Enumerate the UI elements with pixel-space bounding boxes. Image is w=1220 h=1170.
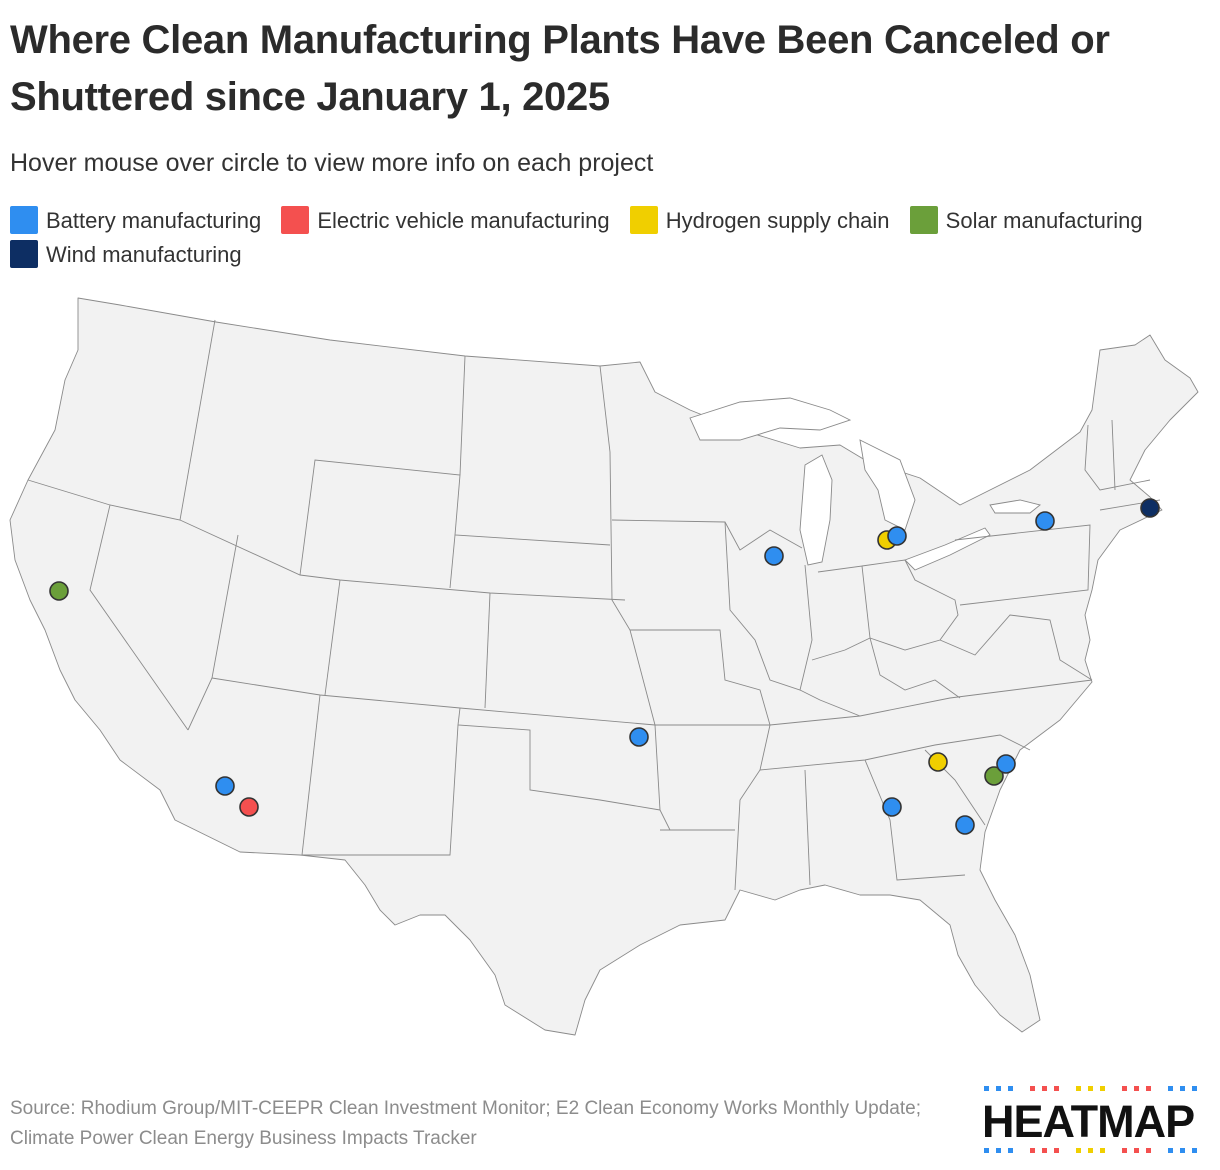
legend-item-battery: Battery manufacturing	[10, 206, 262, 234]
lake-superior	[689, 397, 852, 441]
logo-dash	[1076, 1086, 1081, 1091]
state-borders	[27, 319, 1161, 891]
logo-dash	[1030, 1086, 1035, 1091]
legend-label-battery: Battery manufacturing	[46, 208, 262, 233]
legend-item-hydrogen: Hydrogen supply chain	[629, 206, 890, 234]
legend-swatch-ev	[281, 206, 310, 234]
logo-dash	[1180, 1148, 1185, 1153]
logo-dash	[1054, 1148, 1059, 1153]
point-solar-california[interactable]: Solar manufacturing — Northern Californi…	[49, 581, 69, 601]
point-battery-illinois[interactable]: Battery manufacturing — Northern Illinoi…	[764, 546, 784, 566]
logo-dash	[1008, 1148, 1013, 1153]
logo-dash	[996, 1086, 1001, 1091]
lake-huron	[859, 439, 916, 531]
logo-dash	[1076, 1148, 1081, 1153]
point-hydrogen-south-carolina[interactable]: Hydrogen supply chain — Western South Ca…	[928, 752, 948, 772]
logo-dash	[1168, 1086, 1173, 1091]
legend-item-ev: Electric vehicle manufacturing	[281, 206, 610, 234]
logo-dash	[1008, 1086, 1013, 1091]
logo-dash	[1088, 1148, 1093, 1153]
point-battery-arizona[interactable]: Battery manufacturing — Central Arizona	[215, 776, 235, 796]
logo-dash	[1100, 1148, 1105, 1153]
legend-swatch-solar	[909, 206, 938, 234]
logo-dash	[1054, 1086, 1059, 1091]
point-battery-oklahoma[interactable]: Battery manufacturing — Central Oklahoma	[629, 727, 649, 747]
logo-dash	[1168, 1148, 1173, 1153]
point-ev-arizona[interactable]: Electric vehicle manufacturing — Souther…	[239, 797, 259, 817]
lake-ontario	[989, 499, 1041, 514]
us-outline	[9, 297, 1199, 1036]
logo-text: HEATMAP	[982, 1096, 1195, 1147]
legend-label-solar: Solar manufacturing	[945, 208, 1143, 233]
legend-label-wind: Wind manufacturing	[46, 242, 242, 267]
points-layer: Solar manufacturing — Northern Californi…	[49, 498, 1160, 835]
logo-dash	[1134, 1148, 1139, 1153]
point-battery-georgia-west[interactable]: Battery manufacturing — Western Georgia	[882, 797, 902, 817]
logo-dash	[1100, 1086, 1105, 1091]
point-solar-south-carolina[interactable]: Solar manufacturing — Central South Caro…	[984, 766, 1004, 786]
logo-dash	[1042, 1148, 1047, 1153]
logo-dash	[1180, 1086, 1185, 1091]
legend: Battery manufacturing Electric vehicle m…	[10, 204, 1190, 272]
legend-swatch-battery	[10, 206, 38, 234]
logo-dash	[1192, 1086, 1197, 1091]
legend-item-solar: Solar manufacturing	[909, 206, 1143, 234]
logo-dashes-bottom	[984, 1148, 1197, 1153]
legend-swatch-hydrogen	[629, 206, 658, 234]
logo-dash	[984, 1148, 989, 1153]
logo-dash	[996, 1148, 1001, 1153]
legend-label-hydrogen: Hydrogen supply chain	[665, 208, 890, 233]
us-map: Solar manufacturing — Northern Californi…	[9, 297, 1199, 1036]
point-battery-south-carolina[interactable]: Battery manufacturing — Central South Ca…	[996, 754, 1016, 774]
heatmap-logo: HEATMAP	[980, 1086, 1210, 1156]
legend-item-wind: Wind manufacturing	[10, 240, 242, 268]
logo-dash	[1088, 1086, 1093, 1091]
logo-dash	[1146, 1086, 1151, 1091]
logo-dash	[1042, 1086, 1047, 1091]
legend-label-ev: Electric vehicle manufacturing	[317, 208, 610, 233]
logo-dash	[1030, 1148, 1035, 1153]
logo-dash	[1134, 1086, 1139, 1091]
logo-dashes-top	[984, 1086, 1197, 1091]
point-battery-georgia-east[interactable]: Battery manufacturing — Southeast Georgi…	[955, 815, 975, 835]
logo-dash	[1122, 1086, 1127, 1091]
chart-title: Where Clean Manufacturing Plants Have Be…	[10, 18, 1110, 119]
logo-dash	[1146, 1148, 1151, 1153]
logo-dash	[1192, 1148, 1197, 1153]
lake-michigan	[799, 454, 833, 566]
chart-subtitle: Hover mouse over circle to view more inf…	[10, 149, 654, 177]
logo-dash	[1122, 1148, 1127, 1153]
point-battery-new-york[interactable]: Battery manufacturing — Central New York	[1035, 511, 1055, 531]
logo-dash	[984, 1086, 989, 1091]
point-wind-rhode-island[interactable]: Wind manufacturing — Rhode Island	[1140, 498, 1160, 518]
legend-swatch-wind	[10, 240, 38, 268]
point-battery-michigan[interactable]: Battery manufacturing — Southeast Michig…	[887, 526, 907, 546]
source-note: Source: Rhodium Group/MIT-CEEPR Clean In…	[10, 1098, 921, 1149]
